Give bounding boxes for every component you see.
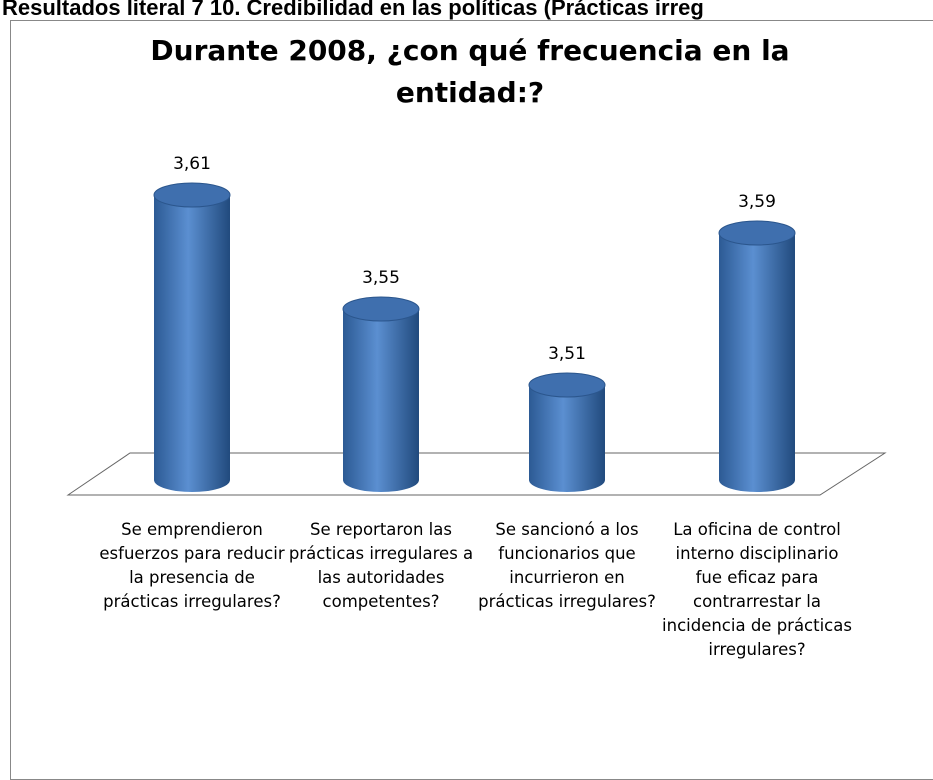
bar <box>153 182 231 492</box>
cylinder-top <box>718 220 796 246</box>
data-label: 3,51 <box>548 344 586 364</box>
cylinder-body <box>154 195 230 492</box>
bar <box>528 372 606 492</box>
cylinder-top <box>342 296 420 322</box>
data-label: 3,55 <box>362 268 400 288</box>
data-label: 3,59 <box>738 192 776 212</box>
bar <box>342 296 420 492</box>
cylinder-body <box>719 233 795 492</box>
cylinder-top <box>528 372 606 398</box>
x-tick-label: Se emprendieron esfuerzos para reducir l… <box>99 520 285 611</box>
x-tick-label: Se sancionó a los funcionarios que incur… <box>478 520 656 611</box>
bar <box>718 220 796 492</box>
x-tick-label: Se reportaron las prácticas irregulares … <box>288 520 474 611</box>
floor <box>66 452 887 496</box>
data-label: 3,61 <box>173 154 211 174</box>
cylinder-body <box>343 309 419 492</box>
chart: 3,61 3,55 3,51 3,59 <box>66 154 887 496</box>
header: Resultados literal 7 10. Credibilidad en… <box>2 0 704 20</box>
cylinder-top <box>153 182 231 208</box>
cylinder-body <box>529 385 605 492</box>
chart-title: Durante 2008, ¿con qué frecuencia en la … <box>150 34 790 109</box>
x-tick-label: La oficina de control interno disciplina… <box>662 520 852 659</box>
